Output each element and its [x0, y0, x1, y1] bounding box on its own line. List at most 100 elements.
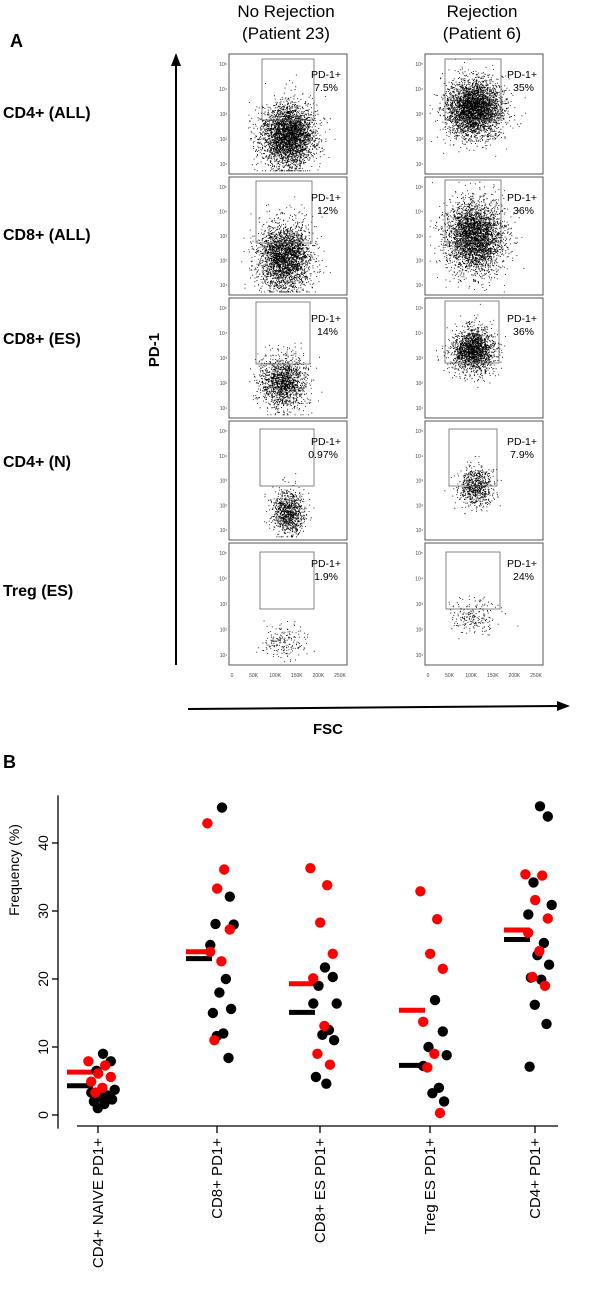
group-4 [504, 801, 557, 1072]
data-point-black [529, 999, 540, 1010]
data-point-black [541, 1018, 552, 1030]
gate-name-label: PD-1+ [507, 313, 537, 325]
event-dots [241, 196, 331, 293]
row-label-cd4-n: CD4+ (N) [3, 454, 71, 471]
data-point-red [422, 1062, 433, 1073]
data-point-red [105, 1071, 117, 1083]
data-point-black [106, 1094, 118, 1105]
data-point-red [527, 971, 538, 983]
data-point-black [546, 899, 557, 911]
data-point-red [315, 917, 326, 928]
event-dots [247, 74, 336, 172]
flow-y-tick: 10⁴ [415, 331, 423, 337]
flow-x-tick: 200K [509, 673, 521, 679]
data-point-black [321, 1078, 332, 1089]
event-dots [429, 58, 526, 157]
pd1-gate [444, 58, 502, 121]
category-label: CD8+ ES PD1+ [312, 1138, 329, 1243]
gate-percent-label: 36% [513, 326, 534, 338]
flow-x-tick: 100K [269, 673, 281, 679]
data-point-black [207, 1007, 219, 1019]
data-point-black [313, 980, 324, 991]
flow-y-tick: 10¹ [416, 528, 424, 534]
flow-y-tick: 10² [220, 381, 228, 387]
data-point-red [523, 927, 534, 938]
data-point-black [534, 801, 546, 812]
pd1-axis-arrowhead [171, 53, 181, 66]
gate-name-label: PD-1+ [507, 558, 537, 570]
flow-plot: 10⁵ 10⁴ 10³ 10² 10¹ PD-1+0.97% [219, 420, 348, 541]
flow-y-tick: 10¹ [416, 653, 424, 659]
data-point-black [214, 987, 225, 998]
event-dots [256, 620, 315, 663]
fsc-axis-line [187, 705, 559, 710]
event-dots [436, 303, 506, 388]
gate-percent-label: 36% [513, 205, 534, 217]
gate-percent-label: 7.5% [314, 82, 338, 94]
flow-plot-frame [228, 420, 348, 541]
event-dots [264, 473, 315, 538]
data-point-black [542, 811, 553, 822]
flow-y-tick: 10⁴ [219, 210, 227, 216]
y-tick-label: 30 [35, 903, 51, 919]
flow-plot: 10⁵ 10⁴ 10³ 10² 10¹ PD-1+24% [415, 542, 544, 666]
data-point-black [310, 1071, 322, 1083]
panel-a-letter: A [10, 31, 23, 51]
flow-plot-frame [424, 420, 544, 541]
flow-y-tick: 10² [220, 503, 228, 509]
flow-y-tick: 10³ [416, 602, 424, 608]
event-dots [444, 456, 502, 515]
flow-x-tick: 100K [465, 673, 477, 679]
flow-plot: 10⁵ 10⁴ 10³ 10² 10¹ PD-1+35% [415, 53, 544, 175]
flow-plot-grid: 10⁵10⁴10³10²10¹PD-1+7.5%10⁵10⁴10³10²10¹P… [219, 53, 544, 679]
column-title-rejection: Rejection (Patient 6) [443, 2, 521, 43]
column-title-no-rejection: No Rejection (Patient 23) [237, 2, 334, 43]
flow-x-tick: 50K [249, 673, 259, 679]
flow-x-tick: 0 [231, 673, 234, 679]
data-point-red [530, 894, 541, 906]
data-point-black [441, 1050, 452, 1061]
data-point-black [223, 1052, 234, 1064]
data-point-black [317, 1029, 328, 1041]
y-tick-label: 0 [35, 1111, 51, 1119]
flow-y-tick: 10³ [220, 112, 228, 118]
gate-percent-label: 1.9% [314, 571, 338, 583]
pd1-gate [261, 58, 315, 121]
data-point-red [308, 973, 319, 984]
gate-percent-label: 35% [513, 82, 534, 94]
flow-plot: 10⁵ 10⁴ 10³ 10² 10¹ PD-1+36% [415, 176, 544, 296]
flow-plot: 10⁵ 10⁴ 10³ 10² 10¹ PD-1+7.9% [415, 420, 544, 541]
data-point-black [543, 959, 555, 970]
category-label: CD8+ PD1+ [209, 1138, 226, 1219]
flow-y-tick: 10⁵ [219, 185, 227, 191]
flow-y-tick: 10⁵ [219, 429, 227, 435]
data-point-red [312, 1048, 323, 1060]
data-point-red [434, 1107, 446, 1119]
group-2 [289, 863, 342, 1089]
flow-y-tick: 10³ [416, 112, 424, 118]
data-point-black [331, 998, 342, 1009]
data-point-red [212, 883, 223, 894]
flow-y-tick: 10⁴ [415, 454, 423, 460]
flow-y-tick: 10³ [220, 602, 228, 608]
gate-percent-label: 14% [317, 326, 338, 338]
data-point-red [90, 1087, 101, 1098]
data-point-red [425, 948, 436, 959]
y-axis-label: Frequency (%) [6, 824, 22, 916]
data-point-black [109, 1084, 120, 1096]
gate-name-label: PD-1+ [507, 69, 537, 81]
data-point-black [225, 1003, 237, 1015]
data-point-red [93, 1068, 104, 1079]
flow-y-tick: 10⁵ [219, 62, 227, 68]
flow-y-tick: 10⁵ [415, 429, 423, 435]
flow-y-tick: 10⁵ [415, 185, 423, 191]
data-point-red [86, 1076, 97, 1087]
pd1-axis-title: PD-1 [146, 333, 163, 367]
data-point-black [523, 909, 534, 920]
data-point-black [538, 937, 550, 949]
data-point-red [202, 818, 213, 829]
data-point-red [437, 963, 448, 974]
data-point-red [537, 870, 548, 881]
flow-y-tick: 10¹ [220, 406, 228, 412]
